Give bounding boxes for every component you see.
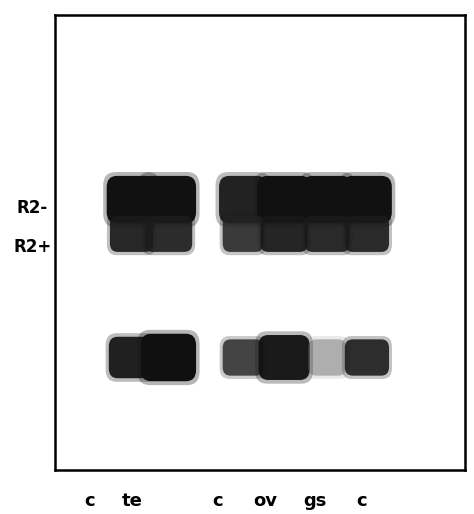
- Text: c: c: [84, 492, 94, 510]
- FancyBboxPatch shape: [107, 176, 156, 224]
- FancyBboxPatch shape: [345, 215, 389, 252]
- FancyBboxPatch shape: [216, 172, 271, 227]
- FancyBboxPatch shape: [142, 212, 195, 255]
- FancyBboxPatch shape: [137, 330, 200, 385]
- FancyBboxPatch shape: [141, 334, 196, 381]
- FancyBboxPatch shape: [342, 336, 392, 379]
- FancyBboxPatch shape: [305, 336, 349, 379]
- FancyBboxPatch shape: [338, 172, 395, 227]
- Text: te: te: [121, 492, 142, 510]
- FancyBboxPatch shape: [260, 215, 308, 252]
- FancyBboxPatch shape: [220, 336, 266, 379]
- Text: gs: gs: [303, 492, 327, 510]
- Text: ov: ov: [254, 492, 277, 510]
- FancyBboxPatch shape: [308, 339, 346, 376]
- FancyBboxPatch shape: [257, 176, 311, 224]
- FancyBboxPatch shape: [299, 172, 356, 227]
- FancyBboxPatch shape: [258, 335, 310, 380]
- FancyBboxPatch shape: [220, 212, 266, 255]
- FancyBboxPatch shape: [109, 337, 155, 378]
- FancyBboxPatch shape: [137, 172, 200, 227]
- FancyBboxPatch shape: [257, 212, 311, 255]
- FancyBboxPatch shape: [107, 212, 156, 255]
- Text: R2+: R2+: [13, 237, 51, 256]
- FancyBboxPatch shape: [110, 215, 153, 252]
- FancyBboxPatch shape: [305, 215, 350, 252]
- FancyBboxPatch shape: [223, 215, 264, 252]
- FancyBboxPatch shape: [145, 215, 192, 252]
- Text: R2-: R2-: [17, 199, 48, 217]
- Text: c: c: [356, 492, 366, 510]
- FancyBboxPatch shape: [106, 333, 157, 382]
- FancyBboxPatch shape: [302, 212, 353, 255]
- FancyBboxPatch shape: [345, 339, 389, 376]
- FancyBboxPatch shape: [302, 176, 352, 224]
- FancyBboxPatch shape: [254, 172, 315, 227]
- FancyBboxPatch shape: [342, 176, 392, 224]
- FancyBboxPatch shape: [255, 332, 313, 383]
- FancyBboxPatch shape: [141, 176, 196, 224]
- FancyBboxPatch shape: [219, 176, 267, 224]
- FancyBboxPatch shape: [223, 339, 264, 376]
- FancyBboxPatch shape: [103, 172, 160, 227]
- Text: c: c: [213, 492, 223, 510]
- FancyBboxPatch shape: [342, 212, 392, 255]
